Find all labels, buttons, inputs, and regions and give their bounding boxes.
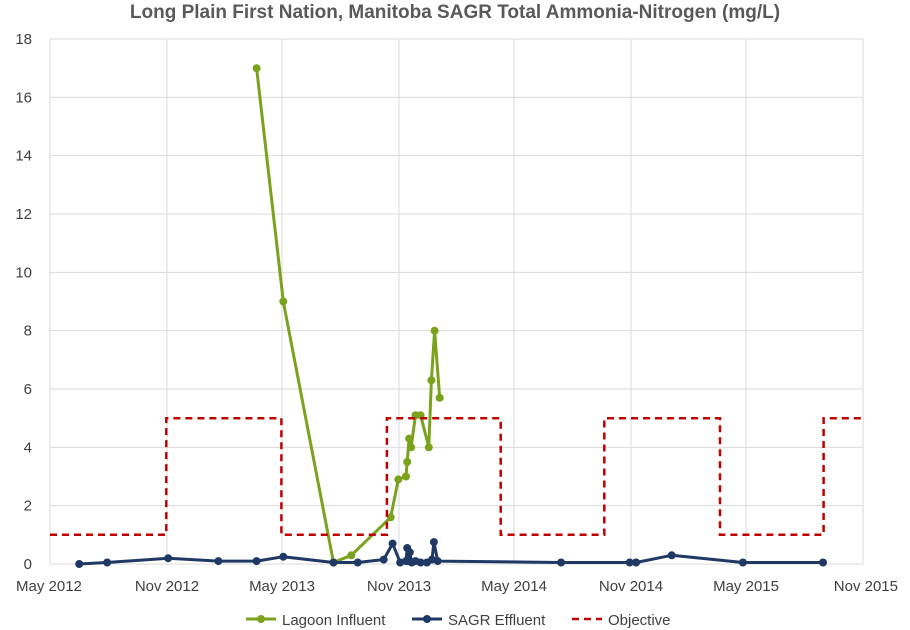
data-point-sagr-effluent bbox=[252, 557, 261, 566]
legend: Lagoon Influent SAGR Effluent Objective bbox=[246, 612, 671, 629]
series-objective bbox=[50, 416, 863, 537]
data-point-lagoon-influent bbox=[279, 297, 288, 306]
legend-label-objective: Objective bbox=[608, 612, 671, 629]
data-point-lagoon-influent bbox=[394, 475, 403, 484]
data-point-sagr-effluent bbox=[429, 538, 438, 547]
y-tick-label: 14 bbox=[15, 148, 32, 165]
data-point-sagr-effluent bbox=[329, 558, 338, 567]
legend-label-sagr-effluent: SAGR Effluent bbox=[448, 612, 546, 629]
x-tick-label: Nov 2013 bbox=[367, 578, 431, 595]
y-tick-label: 12 bbox=[15, 206, 32, 223]
chart-title: Long Plain First Nation, Manitoba SAGR T… bbox=[130, 2, 780, 23]
y-tick-label: 16 bbox=[15, 89, 32, 106]
legend-marker-lagoon-influent bbox=[257, 615, 265, 623]
legend-item-lagoon-influent: Lagoon Influent bbox=[246, 612, 386, 629]
series-group bbox=[50, 64, 863, 568]
data-point-sagr-effluent bbox=[667, 551, 676, 560]
data-point-sagr-effluent bbox=[279, 552, 288, 561]
data-point-sagr-effluent bbox=[353, 558, 362, 567]
data-point-sagr-effluent bbox=[416, 558, 425, 567]
data-point-lagoon-influent bbox=[435, 393, 444, 402]
data-point-sagr-effluent bbox=[75, 560, 84, 568]
x-tick-label: May 2012 bbox=[16, 578, 82, 595]
legend-item-objective: Objective bbox=[572, 612, 671, 629]
data-point-sagr-effluent bbox=[819, 558, 827, 567]
data-point-lagoon-influent bbox=[430, 326, 439, 335]
series-line-lagoon-influent bbox=[255, 68, 442, 564]
data-point-lagoon-influent bbox=[427, 376, 436, 385]
data-point-sagr-effluent bbox=[625, 558, 634, 567]
y-tick-label: 2 bbox=[24, 498, 32, 515]
x-tick-label: May 2015 bbox=[713, 578, 779, 595]
y-tick-label: 8 bbox=[24, 323, 32, 340]
x-tick-label: Nov 2015 bbox=[834, 578, 898, 595]
data-point-sagr-effluent bbox=[632, 558, 641, 567]
y-tick-label: 0 bbox=[24, 556, 32, 573]
data-point-sagr-effluent bbox=[433, 557, 442, 566]
data-point-lagoon-influent bbox=[403, 457, 412, 466]
series-line-objective bbox=[50, 416, 863, 537]
data-point-lagoon-influent bbox=[424, 443, 433, 452]
x-tick-label: May 2013 bbox=[249, 578, 315, 595]
x-tick-label: Nov 2014 bbox=[599, 578, 663, 595]
data-point-lagoon-influent bbox=[407, 443, 416, 452]
data-point-sagr-effluent bbox=[164, 554, 173, 563]
y-tick-label: 6 bbox=[24, 381, 32, 398]
data-point-lagoon-influent bbox=[386, 513, 395, 522]
data-point-sagr-effluent bbox=[388, 539, 397, 548]
data-point-lagoon-influent bbox=[252, 64, 261, 73]
data-point-lagoon-influent bbox=[402, 472, 410, 481]
data-point-sagr-effluent bbox=[214, 557, 223, 566]
data-point-sagr-effluent bbox=[379, 555, 388, 564]
legend-marker-sagr-effluent bbox=[423, 615, 431, 623]
x-axis-ticks: May 2012 Nov 2012 May 2013 Nov 2013 May 2014… bbox=[16, 578, 898, 595]
x-tick-label: May 2014 bbox=[481, 578, 547, 595]
legend-item-sagr-effluent: SAGR Effluent bbox=[412, 612, 546, 629]
data-point-lagoon-influent bbox=[347, 551, 356, 560]
legend-label-lagoon-influent: Lagoon Influent bbox=[282, 612, 386, 629]
data-point-sagr-effluent bbox=[405, 548, 414, 557]
y-tick-label: 10 bbox=[15, 264, 32, 281]
data-point-sagr-effluent bbox=[738, 558, 747, 567]
grid bbox=[49, 38, 864, 565]
x-tick-label: Nov 2012 bbox=[135, 578, 199, 595]
series-line-sagr-effluent bbox=[79, 540, 823, 566]
y-tick-label: 18 bbox=[15, 31, 32, 48]
data-point-sagr-effluent bbox=[557, 558, 566, 567]
data-point-sagr-effluent bbox=[103, 558, 112, 567]
y-axis-ticks: 0 2 4 6 8 10 12 14 16 18 bbox=[15, 31, 32, 573]
series-sagr-effluent bbox=[75, 538, 827, 568]
y-tick-label: 4 bbox=[24, 439, 32, 456]
data-point-lagoon-influent bbox=[405, 434, 414, 443]
